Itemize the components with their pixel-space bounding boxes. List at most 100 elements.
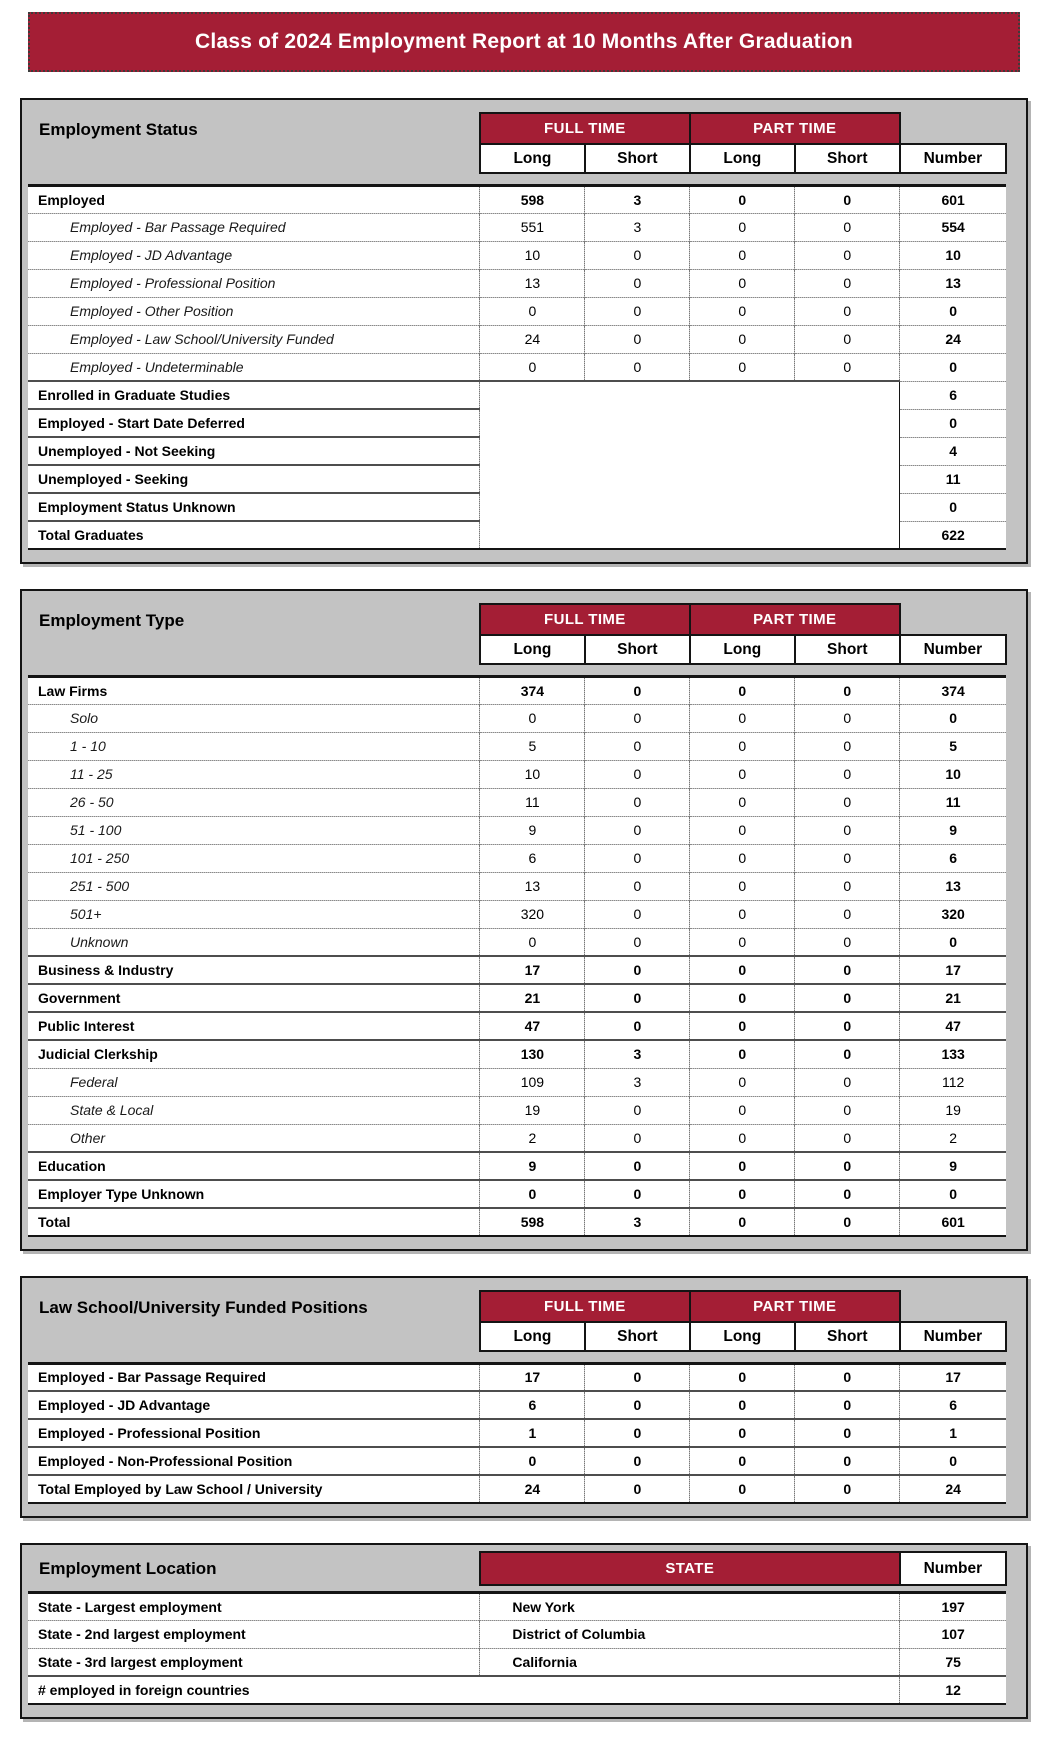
cell-number: 75 <box>899 1647 1006 1676</box>
cell-pt-short: 0 <box>794 674 900 704</box>
cell-blank <box>479 437 900 465</box>
cell-number: 0 <box>899 408 1006 437</box>
cell-number: 601 <box>899 183 1006 213</box>
row-label: Unemployed - Seeking <box>28 464 480 493</box>
row-label: Public Interest <box>28 1011 480 1040</box>
employment-status-table: Employment Status FULL TIME PART TIME Lo… <box>20 98 1028 564</box>
table-row: # employed in foreign countries 12 <box>28 1675 1006 1705</box>
cell-blank <box>479 521 900 550</box>
row-label: Law Firms <box>28 674 480 704</box>
cell-pt-short: 0 <box>794 212 900 241</box>
cell-ft-long: 0 <box>479 1446 585 1475</box>
employment-status-grid: Employment Status FULL TIME PART TIME Lo… <box>28 100 1008 550</box>
cell-ft-short: 3 <box>584 1067 690 1096</box>
cell-ft-short: 0 <box>584 1151 690 1180</box>
table-row: Public Interest 47 0 0 0 47 <box>28 1011 1006 1040</box>
full-time-header: FULL TIME <box>478 112 691 145</box>
employment-location-grid: Employment Location STATE Number State -… <box>28 1545 1008 1705</box>
table-row: Employed - Start Date Deferred 0 <box>28 408 1006 437</box>
col-header-pt-long: Long <box>688 143 796 174</box>
cell-number: 133 <box>899 1039 1006 1068</box>
cell-ft-short: 0 <box>584 731 690 760</box>
cell-ft-long: 0 <box>479 352 585 381</box>
row-label: Employed <box>28 183 480 213</box>
cell-pt-long: 0 <box>689 1207 795 1237</box>
cell-ft-short: 0 <box>584 674 690 704</box>
cell-pt-short: 0 <box>794 1179 900 1208</box>
report-title-banner: Class of 2024 Employment Report at 10 Mo… <box>28 12 1020 72</box>
part-time-header: PART TIME <box>688 112 901 145</box>
cell-number: 0 <box>899 492 1006 521</box>
cell-pt-short: 0 <box>794 1011 900 1040</box>
cell-ft-long: 0 <box>479 1179 585 1208</box>
row-label: Business & Industry <box>28 955 480 984</box>
cell-pt-short: 0 <box>794 296 900 325</box>
cell-number: 11 <box>899 787 1006 816</box>
cell-pt-short: 0 <box>794 871 900 900</box>
cell-pt-long: 0 <box>689 268 795 297</box>
table-row: Employed - Professional Position 13 0 0 0 13 <box>28 268 1006 297</box>
cell-ft-long: 5 <box>479 731 585 760</box>
cell-pt-short: 0 <box>794 1095 900 1124</box>
row-label: 11 - 25 <box>28 759 480 788</box>
row-label: State & Local <box>28 1095 480 1124</box>
cell-pt-long: 0 <box>689 927 795 956</box>
cell-number: 112 <box>899 1067 1006 1096</box>
cell-number: 24 <box>899 324 1006 353</box>
cell-ft-long: 551 <box>479 212 585 241</box>
cell-pt-short: 0 <box>794 1446 900 1475</box>
cell-ft-long: 24 <box>479 1474 585 1504</box>
row-label: Total Graduates <box>28 520 480 550</box>
row-label: 51 - 100 <box>28 815 480 844</box>
header-spacer <box>28 1545 1006 1552</box>
cell-ft-short: 0 <box>584 324 690 353</box>
cell-pt-short: 0 <box>794 815 900 844</box>
cell-number: 24 <box>899 1474 1006 1504</box>
row-label: Other <box>28 1123 480 1152</box>
cell-pt-long: 0 <box>689 1095 795 1124</box>
cell-number: 0 <box>899 352 1006 381</box>
table-row: Other 2 0 0 0 2 <box>28 1123 1006 1152</box>
cell-ft-short: 0 <box>584 352 690 381</box>
cell-number: 13 <box>899 268 1006 297</box>
table-row: Employed - Other Position 0 0 0 0 0 <box>28 296 1006 325</box>
row-label: State - Largest employment <box>28 1590 480 1620</box>
cell-number: 17 <box>899 1361 1006 1391</box>
cell-pt-long: 0 <box>689 1123 795 1152</box>
cell-blank <box>479 409 900 437</box>
cell-number: 6 <box>899 380 1006 409</box>
cell-ft-long: 2 <box>479 1123 585 1152</box>
header-spacer <box>28 664 1006 676</box>
cell-number: 11 <box>899 464 1006 493</box>
table-row: 11 - 25 10 0 0 0 10 <box>28 759 1006 788</box>
cell-ft-long: 0 <box>479 703 585 732</box>
cell-number: 0 <box>899 296 1006 325</box>
col-header-number: Number <box>898 1551 1008 1586</box>
cell-pt-short: 0 <box>794 1390 900 1419</box>
cell-pt-long: 0 <box>689 674 795 704</box>
header-spacer <box>28 1585 1006 1592</box>
table-row: Solo 0 0 0 0 0 <box>28 703 1006 732</box>
cell-ft-long: 320 <box>479 899 585 928</box>
table-row: Total 598 3 0 0 601 <box>28 1207 1006 1237</box>
cell-ft-long: 47 <box>479 1011 585 1040</box>
table-title: Employment Status <box>39 120 198 139</box>
cell-pt-short: 0 <box>794 843 900 872</box>
row-label: State - 2nd largest employment <box>28 1619 480 1648</box>
cell-ft-short: 0 <box>584 759 690 788</box>
row-label: Employer Type Unknown <box>28 1179 480 1208</box>
header-void <box>900 113 1006 144</box>
row-label: Government <box>28 983 480 1012</box>
row-label: # employed in foreign countries <box>28 1675 900 1705</box>
cell-ft-short: 0 <box>584 983 690 1012</box>
cell-ft-short: 0 <box>584 1011 690 1040</box>
table-row: 26 - 50 11 0 0 0 11 <box>28 787 1006 816</box>
cell-blank <box>479 380 900 409</box>
cell-state: New York <box>479 1590 900 1620</box>
cell-pt-long: 0 <box>689 1390 795 1419</box>
row-label: Unemployed - Not Seeking <box>28 436 480 465</box>
full-time-header: FULL TIME <box>478 603 691 636</box>
row-label: Employed - Bar Passage Required <box>28 1361 480 1391</box>
cell-ft-long: 1 <box>479 1418 585 1447</box>
cell-pt-short: 0 <box>794 1361 900 1391</box>
